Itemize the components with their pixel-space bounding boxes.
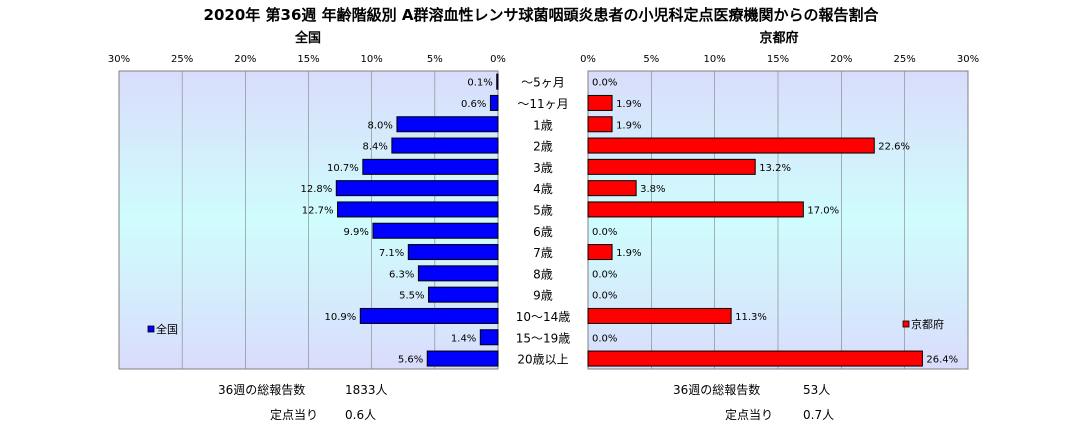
left-data-label: 9.9% xyxy=(344,227,369,238)
category-label: 5歳 xyxy=(533,203,553,217)
national-per-value: 0.6人 xyxy=(345,408,376,422)
left-tick-label: 15% xyxy=(297,54,319,65)
right-legend-label: 京都府 xyxy=(911,317,944,331)
right-panel-title: 京都府 xyxy=(759,30,798,46)
right-tick-label: 25% xyxy=(894,54,916,65)
left-bar xyxy=(407,244,499,261)
right-tick-label: 30% xyxy=(957,54,979,65)
right-bar xyxy=(587,158,756,175)
left-legend: 全国 xyxy=(147,322,178,336)
left-data-label: 0.6% xyxy=(461,99,486,110)
right-data-label: 0.0% xyxy=(592,227,617,238)
right-bar xyxy=(587,201,804,218)
category-label: 〜11ヶ月 xyxy=(517,97,568,111)
kyoto-total-value: 53人 xyxy=(803,383,830,397)
right-data-label: 13.2% xyxy=(759,163,791,174)
footer: 36週の総報告数 1833人 定点当り 0.6人 36週の総報告数 53人 定点… xyxy=(218,382,834,422)
right-tick-label: 0% xyxy=(580,54,596,65)
left-legend-swatch xyxy=(147,325,155,333)
right-bar xyxy=(587,137,875,154)
right-data-label: 26.4% xyxy=(926,355,958,366)
right-data-label: 1.9% xyxy=(616,99,641,110)
category-label: 3歳 xyxy=(533,161,553,175)
right-bar xyxy=(587,116,613,133)
left-bar xyxy=(396,116,499,133)
right-bar xyxy=(587,350,923,367)
chart-title: 2020年 第36週 年齢階級別 A群溶血性レンサ球菌咽頭炎患者の小児科定点医療… xyxy=(204,6,880,24)
category-label: 15〜19歳 xyxy=(516,331,571,345)
left-bar xyxy=(428,286,499,303)
left-data-label: 7.1% xyxy=(379,248,404,259)
right-data-label: 0.0% xyxy=(592,291,617,302)
left-tick-label: 20% xyxy=(234,54,256,65)
category-label: 〜5ヶ月 xyxy=(521,76,565,90)
left-tick-label: 10% xyxy=(361,54,383,65)
left-tick-label: 30% xyxy=(108,54,130,65)
category-label: 7歳 xyxy=(533,246,553,260)
right-tick-label: 5% xyxy=(643,54,659,65)
left-tick-label: 5% xyxy=(427,54,443,65)
category-label: 8歳 xyxy=(533,267,553,281)
left-data-label: 6.3% xyxy=(389,269,414,280)
right-tick-label: 15% xyxy=(767,54,789,65)
left-bar xyxy=(426,350,499,367)
left-data-label: 1.4% xyxy=(451,333,476,344)
left-data-label: 5.5% xyxy=(399,291,424,302)
left-bar xyxy=(359,307,499,324)
left-data-label: 10.7% xyxy=(327,163,359,174)
category-label: 2歳 xyxy=(533,140,553,154)
left-legend-label: 全国 xyxy=(156,322,178,336)
right-data-label: 0.0% xyxy=(592,269,617,280)
right-data-label: 11.3% xyxy=(735,312,767,323)
left-bar xyxy=(337,201,499,218)
right-bar xyxy=(587,307,732,324)
left-data-label: 12.7% xyxy=(302,205,334,216)
category-label: 9歳 xyxy=(533,289,553,303)
left-bar xyxy=(489,94,499,111)
left-data-label: 0.1% xyxy=(467,78,492,89)
right-legend-swatch xyxy=(902,320,910,328)
left-data-label: 8.0% xyxy=(368,120,393,131)
right-bar xyxy=(587,94,613,111)
national-total-value: 1833人 xyxy=(345,383,388,397)
kyoto-per-label: 定点当り xyxy=(725,407,773,422)
category-label: 10〜14歳 xyxy=(516,310,571,324)
left-panel-title: 全国 xyxy=(294,30,321,46)
kyoto-total-label: 36週の総報告数 xyxy=(673,382,760,397)
left-bar xyxy=(496,73,499,90)
left-data-label: 8.4% xyxy=(362,142,387,153)
right-data-label: 1.9% xyxy=(616,248,641,259)
national-per-label: 定点当り xyxy=(270,407,318,422)
right-tick-label: 10% xyxy=(704,54,726,65)
right-data-label: 0.0% xyxy=(592,78,617,89)
left-data-label: 10.9% xyxy=(325,312,357,323)
right-data-label: 1.9% xyxy=(616,120,641,131)
left-bar xyxy=(479,329,499,346)
right-data-label: 17.0% xyxy=(807,205,839,216)
left-bar xyxy=(362,158,499,175)
left-bar xyxy=(417,265,499,282)
left-tick-label: 0% xyxy=(490,54,506,65)
category-label: 6歳 xyxy=(533,225,553,239)
right-legend: 京都府 xyxy=(902,317,944,331)
category-label: 4歳 xyxy=(533,182,553,196)
national-total-label: 36週の総報告数 xyxy=(218,382,305,397)
right-tick-label: 20% xyxy=(830,54,852,65)
left-bar xyxy=(335,180,499,197)
right-data-label: 3.8% xyxy=(640,184,665,195)
left-tick-label: 25% xyxy=(171,54,193,65)
category-label: 1歳 xyxy=(533,118,553,132)
right-bar xyxy=(587,180,637,197)
right-bar xyxy=(587,244,613,261)
right-data-label: 22.6% xyxy=(878,142,910,153)
kyoto-per-value: 0.7人 xyxy=(803,408,834,422)
left-bar xyxy=(372,222,499,239)
category-label: 20歳以上 xyxy=(517,353,568,367)
left-data-label: 5.6% xyxy=(398,355,423,366)
left-bar xyxy=(391,137,499,154)
left-data-label: 12.8% xyxy=(301,184,333,195)
right-data-label: 0.0% xyxy=(592,333,617,344)
